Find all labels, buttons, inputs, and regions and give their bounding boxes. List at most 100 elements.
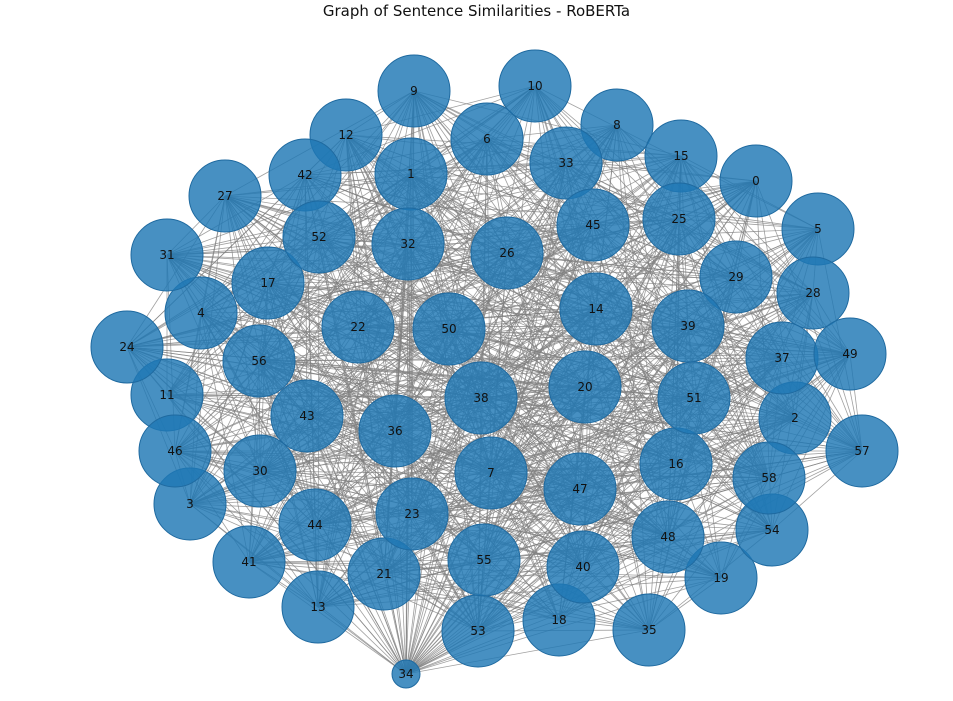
node-44: 44 (278, 488, 352, 562)
node-label-37: 37 (774, 351, 789, 365)
node-47: 47 (543, 452, 617, 526)
edge-26-47 (506, 252, 581, 490)
edge-6-54 (486, 138, 773, 531)
node-28: 28 (776, 256, 850, 330)
node-23: 23 (375, 477, 449, 551)
node-circle-31 (130, 218, 204, 292)
node-circle-17 (231, 246, 305, 320)
node-circle-6 (450, 102, 524, 176)
edge-43-47 (306, 415, 581, 490)
edge-40-44 (314, 524, 584, 568)
node-circle-57 (825, 414, 899, 488)
node-50: 50 (412, 292, 486, 366)
node-32: 32 (371, 207, 445, 281)
edge-23-32 (407, 243, 413, 515)
node-label-32: 32 (400, 237, 415, 251)
node-56: 56 (222, 324, 296, 398)
node-circle-22 (321, 290, 395, 364)
node-circle-10 (498, 49, 572, 123)
node-label-22: 22 (350, 320, 365, 334)
node-circle-38 (444, 361, 518, 435)
node-label-0: 0 (752, 174, 760, 188)
node-15: 15 (644, 119, 718, 193)
node-label-29: 29 (728, 270, 743, 284)
node-20: 20 (548, 350, 622, 424)
node-circle-26 (470, 216, 544, 290)
edge-47-57 (579, 450, 863, 490)
node-label-16: 16 (668, 457, 683, 471)
node-label-19: 19 (713, 571, 728, 585)
node-label-34: 34 (398, 667, 413, 681)
node-label-54: 54 (764, 523, 779, 537)
node-label-6: 6 (483, 132, 491, 146)
edge-26-54 (506, 252, 773, 531)
node-label-12: 12 (338, 128, 353, 142)
node-48: 48 (631, 500, 705, 574)
node-circle-45 (556, 188, 630, 262)
node-label-57: 57 (854, 444, 869, 458)
node-label-31: 31 (159, 248, 174, 262)
node-circle-14 (559, 272, 633, 346)
node-51: 51 (657, 361, 731, 435)
edge-38-52 (318, 236, 482, 399)
node-33: 33 (529, 126, 603, 200)
node-label-53: 53 (470, 624, 485, 638)
chart-title: Graph of Sentence Similarities - RoBERTa (322, 2, 631, 20)
node-label-47: 47 (572, 482, 587, 496)
node-13: 13 (281, 570, 355, 644)
edge-30-51 (259, 397, 695, 472)
node-label-50: 50 (441, 322, 456, 336)
edge-37-38 (480, 357, 783, 399)
node-31: 31 (130, 218, 204, 292)
node-41: 41 (212, 525, 286, 599)
node-label-24: 24 (119, 340, 134, 354)
node-label-5: 5 (814, 222, 822, 236)
edge-54-55 (483, 529, 773, 561)
node-label-58: 58 (761, 471, 776, 485)
edge-37-53 (477, 357, 783, 632)
edge-40-57 (582, 450, 863, 568)
node-27: 27 (188, 159, 262, 233)
edge-22-45 (357, 224, 594, 328)
edge-24-40 (126, 346, 584, 568)
node-label-20: 20 (577, 380, 592, 394)
node-39: 39 (651, 289, 725, 363)
node-label-11: 11 (159, 388, 174, 402)
node-circle-7 (454, 436, 528, 510)
node-9: 9 (377, 54, 451, 128)
node-11: 11 (130, 358, 204, 432)
node-17: 17 (231, 246, 305, 320)
node-circle-25 (642, 182, 716, 256)
edge-30-34 (259, 470, 407, 675)
node-label-17: 17 (260, 276, 275, 290)
node-label-38: 38 (473, 391, 488, 405)
node-label-21: 21 (376, 567, 391, 581)
node-circle-34 (391, 659, 421, 689)
node-circle-44 (278, 488, 352, 562)
node-label-40: 40 (575, 560, 590, 574)
node-label-25: 25 (671, 212, 686, 226)
node-label-15: 15 (673, 149, 688, 163)
node-circle-41 (212, 525, 286, 599)
node-label-42: 42 (297, 168, 312, 182)
node-label-46: 46 (167, 444, 182, 458)
node-25: 25 (642, 182, 716, 256)
node-40: 40 (546, 530, 620, 604)
node-circle-51 (657, 361, 731, 435)
node-42: 42 (268, 138, 342, 212)
node-label-35: 35 (641, 623, 656, 637)
node-29: 29 (699, 240, 773, 314)
node-circle-33 (529, 126, 603, 200)
node-24: 24 (90, 310, 164, 384)
node-38: 38 (444, 361, 518, 435)
edge-20-32 (407, 243, 586, 388)
edge-39-55 (483, 325, 689, 561)
node-circle-0 (719, 144, 793, 218)
node-34: 34 (391, 659, 421, 689)
edge-22-33 (357, 162, 567, 328)
node-circle-19 (684, 541, 758, 615)
node-35: 35 (612, 593, 686, 667)
node-label-36: 36 (387, 424, 402, 438)
node-36: 36 (358, 394, 432, 468)
